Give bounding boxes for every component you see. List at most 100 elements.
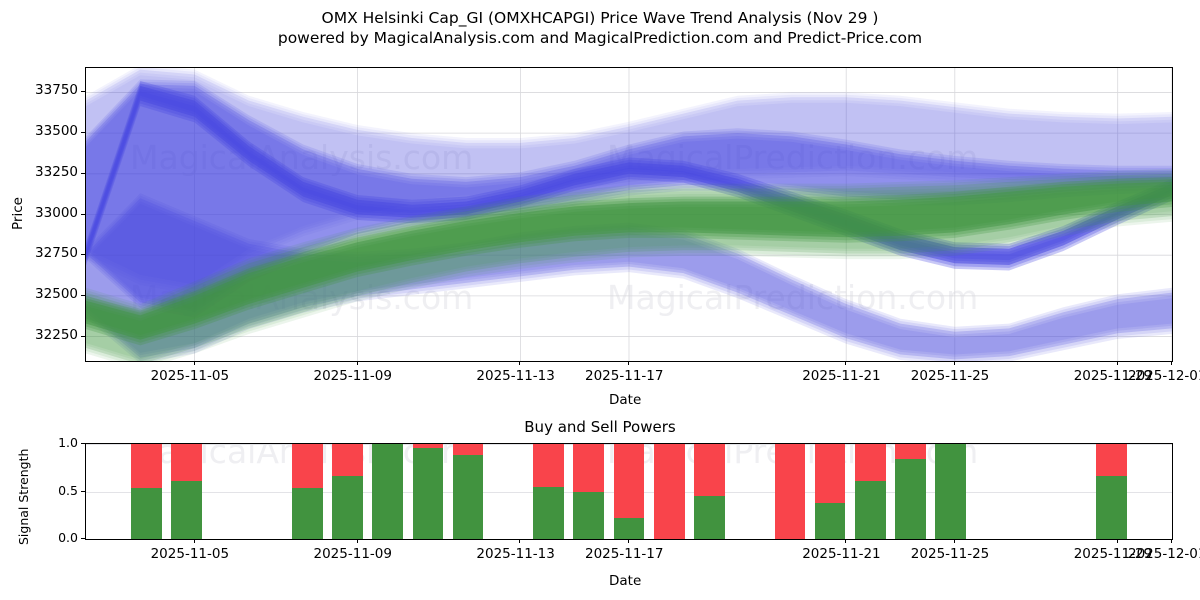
wave-band xyxy=(86,176,1172,361)
wave-band xyxy=(86,72,1172,293)
price-y-tick-label: 33500 xyxy=(35,123,78,140)
signal-x-tick-mark xyxy=(193,539,195,543)
signal-x-tick-mark xyxy=(628,539,629,543)
signal-bar[interactable] xyxy=(131,444,162,539)
sell-power-segment xyxy=(171,444,202,482)
price-x-tick-mark xyxy=(953,361,955,365)
signal-x-tick-label: 2025-11-25 xyxy=(910,546,990,562)
signal-bar[interactable] xyxy=(412,444,444,539)
signal-x-tick-label: 2025-11-09 xyxy=(313,546,392,562)
signal-bar[interactable] xyxy=(613,444,645,539)
signal-y-tick-mark xyxy=(81,443,85,444)
sell-power-segment xyxy=(412,444,444,448)
sell-power-segment xyxy=(653,444,685,539)
page-title: OMX Helsinki Cap_GI (OMXHCAPGI) Price Wa… xyxy=(0,8,1200,48)
buy-power-segment xyxy=(332,476,363,539)
wave-band xyxy=(86,193,1172,355)
signal-y-tick-label: 0.5 xyxy=(58,482,78,498)
wave-band xyxy=(86,187,1172,346)
signal-bar[interactable] xyxy=(533,444,564,539)
buy-power-segment xyxy=(291,487,323,539)
buy-power-segment xyxy=(935,444,967,539)
sell-power-segment xyxy=(613,444,645,519)
buy-power-segment xyxy=(412,447,444,539)
signal-bar[interactable] xyxy=(814,444,846,539)
price-x-tick-mark xyxy=(1171,361,1172,365)
price-x-tick-mark xyxy=(1116,361,1118,365)
signal-bar[interactable] xyxy=(653,444,685,539)
signal-bar[interactable] xyxy=(855,444,886,539)
wave-band xyxy=(86,203,1172,361)
wave-band xyxy=(86,195,1172,357)
signal-x-tick-label: 2025-11-13 xyxy=(476,546,555,562)
wave-band xyxy=(86,177,1172,335)
signal-bar[interactable] xyxy=(895,444,926,539)
price-x-tick-mark xyxy=(356,361,358,365)
signal-bar[interactable] xyxy=(1096,444,1127,539)
price-chart-plot-area: MagicalAnalysis.com MagicalPrediction.co… xyxy=(85,67,1173,362)
buy-power-segment xyxy=(573,492,605,539)
signal-bar[interactable] xyxy=(291,444,323,539)
sell-power-segment xyxy=(774,444,806,539)
signal-x-tick-label: 2025-11-29 xyxy=(1073,546,1153,562)
wave-band xyxy=(86,91,1172,271)
signal-bar[interactable] xyxy=(774,444,806,539)
price-y-axis-label: Price xyxy=(10,197,26,230)
buy-power-segment xyxy=(814,502,846,539)
price-y-tick-label: 33750 xyxy=(35,82,78,99)
sell-power-segment xyxy=(533,444,564,487)
wave-band xyxy=(86,83,1172,263)
title-line-1: OMX Helsinki Cap_GI (OMXHCAPGI) Price Wa… xyxy=(321,9,879,27)
sell-power-segment xyxy=(814,444,846,503)
sell-power-segment xyxy=(291,444,323,488)
sell-power-segment xyxy=(573,444,605,493)
signal-bar[interactable] xyxy=(332,444,363,539)
signal-bar[interactable] xyxy=(372,444,403,539)
price-x-tick-label: 2025-11-13 xyxy=(476,368,555,384)
buy-power-segment xyxy=(895,459,926,539)
price-y-tick-mark xyxy=(81,172,85,174)
buy-power-segment xyxy=(131,487,162,539)
wave-band xyxy=(86,81,1172,261)
signal-bar[interactable] xyxy=(935,444,967,539)
price-y-tick-mark xyxy=(81,335,85,337)
buy-power-segment xyxy=(694,496,725,539)
wave-band xyxy=(86,184,1172,343)
wave-band xyxy=(86,171,1172,361)
price-x-tick-mark xyxy=(628,361,629,365)
signal-y-tick-label: 1.0 xyxy=(58,435,78,450)
signal-x-axis-label: Date xyxy=(609,573,642,589)
wave-band xyxy=(86,88,1172,268)
title-line-2: powered by MagicalAnalysis.com and Magic… xyxy=(277,29,923,47)
signal-x-tick-mark xyxy=(1171,539,1172,543)
buy-power-segment xyxy=(855,481,886,539)
signal-x-tick-mark xyxy=(845,539,847,543)
wave-band xyxy=(86,69,1172,290)
buy-power-segment xyxy=(171,481,202,539)
signal-x-tick-label: 2025-11-17 xyxy=(585,546,664,562)
signal-x-tick-mark xyxy=(356,539,358,543)
price-x-tick-mark xyxy=(519,361,521,365)
price-y-tick-label: 32250 xyxy=(35,326,78,343)
wave-band xyxy=(86,198,1172,360)
sell-power-segment xyxy=(452,444,484,456)
sell-power-segment xyxy=(332,444,363,477)
wave-band xyxy=(86,75,1172,295)
buy-power-segment xyxy=(533,486,564,539)
signal-bar[interactable] xyxy=(452,444,484,539)
price-x-tick-mark xyxy=(845,361,847,365)
buy-power-segment xyxy=(1096,476,1127,539)
price-y-tick-label: 32500 xyxy=(35,285,78,302)
price-y-tick-label: 33000 xyxy=(35,204,78,221)
price-x-tick-label: 2025-11-09 xyxy=(313,368,392,384)
price-x-tick-label: 2025-11-05 xyxy=(150,368,230,384)
signal-chart-plot-area: MagicalAnalysis.com MagicalPrediction.co… xyxy=(85,443,1173,540)
signal-x-tick-label: 2025-11-21 xyxy=(802,546,881,562)
signal-bar[interactable] xyxy=(694,444,725,539)
price-x-tick-mark xyxy=(193,361,195,365)
price-x-tick-label: 2025-12-01 xyxy=(1128,368,1200,384)
wave-band xyxy=(86,68,1172,287)
signal-bar[interactable] xyxy=(171,444,202,539)
signal-bar[interactable] xyxy=(573,444,605,539)
